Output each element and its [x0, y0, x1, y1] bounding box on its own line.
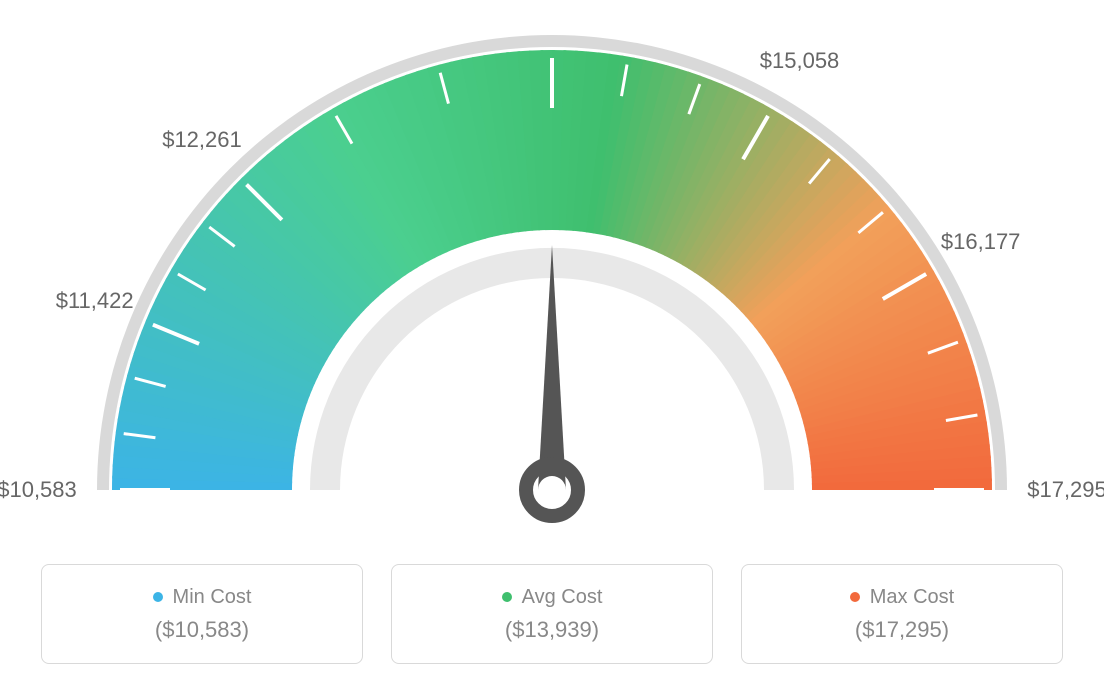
avg-cost-value: ($13,939) — [505, 617, 599, 643]
avg-cost-card: Avg Cost ($13,939) — [391, 564, 713, 664]
min-cost-dot-icon — [153, 592, 163, 602]
min-cost-title: Min Cost — [153, 586, 252, 609]
min-cost-card: Min Cost ($10,583) — [41, 564, 363, 664]
gauge-area: $10,583 $11,422 $12,261 $13,939 $15,058 $16,1… — [0, 0, 1104, 560]
gauge-tick-label: $15,058 — [760, 48, 840, 74]
max-cost-card: Max Cost ($17,295) — [741, 564, 1063, 664]
gauge-tick-label: $16,177 — [941, 229, 1021, 255]
gauge-tick-label: $17,295 — [1027, 477, 1104, 503]
gauge-tick-label: $12,261 — [162, 127, 242, 153]
avg-cost-dot-icon — [502, 592, 512, 602]
max-cost-value: ($17,295) — [855, 617, 949, 643]
max-cost-dot-icon — [850, 592, 860, 602]
min-cost-value: ($10,583) — [155, 617, 249, 643]
avg-cost-title: Avg Cost — [502, 586, 603, 609]
gauge-tick-label: $11,422 — [56, 288, 134, 314]
gauge-svg — [0, 0, 1104, 560]
min-cost-label: Min Cost — [173, 586, 252, 609]
max-cost-title: Max Cost — [850, 586, 954, 609]
gauge-tick-label: $10,583 — [0, 477, 77, 503]
avg-cost-label: Avg Cost — [522, 586, 603, 609]
summary-cards: Min Cost ($10,583) Avg Cost ($13,939) Ma… — [0, 564, 1104, 664]
cost-gauge-chart: $10,583 $11,422 $12,261 $13,939 $15,058 $16,1… — [0, 0, 1104, 690]
max-cost-label: Max Cost — [870, 586, 954, 609]
gauge-tick-label: $13,939 — [512, 0, 592, 2]
